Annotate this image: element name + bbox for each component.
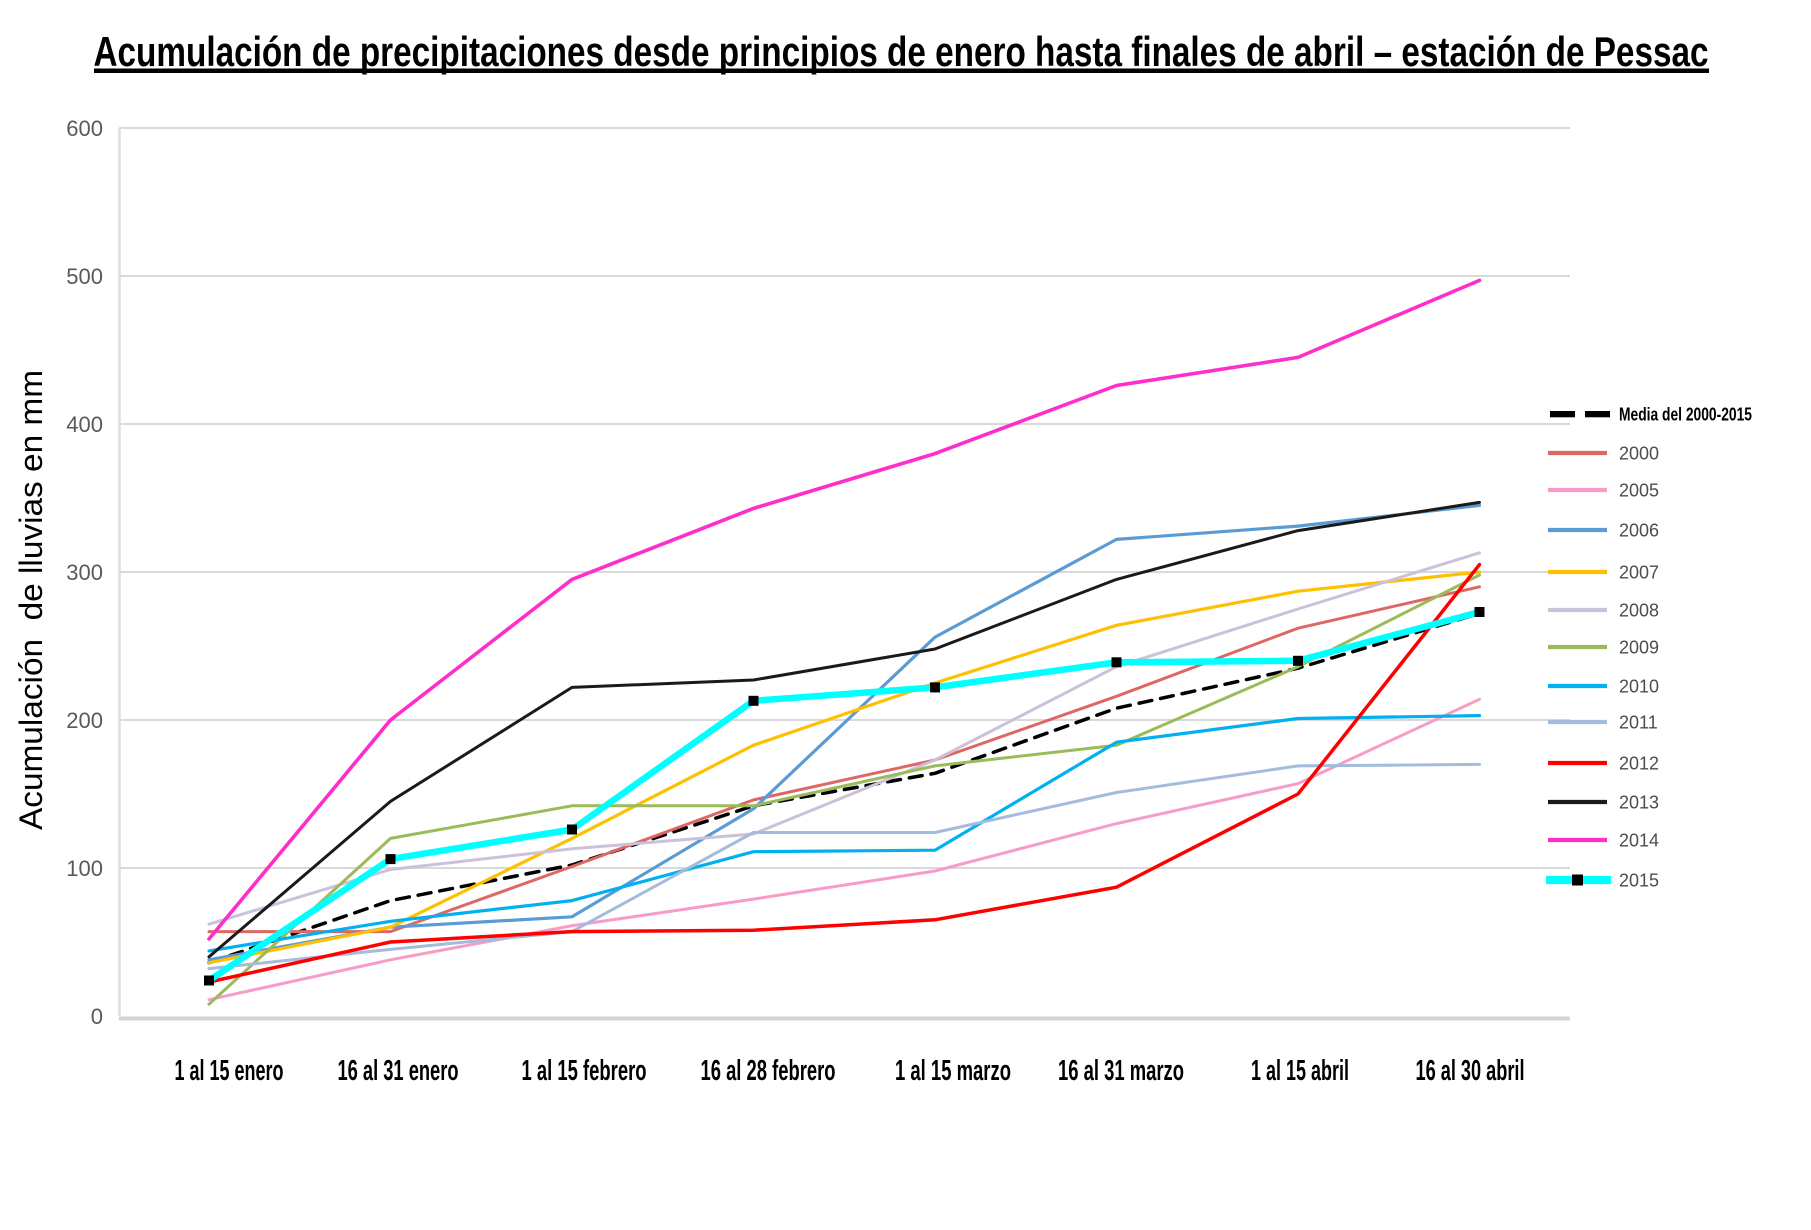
svg-text:2006: 2006	[1619, 521, 1659, 541]
svg-text:400: 400	[66, 412, 103, 437]
svg-text:0: 0	[91, 1004, 103, 1029]
svg-text:2000: 2000	[1619, 444, 1659, 464]
svg-text:2005: 2005	[1619, 481, 1659, 501]
svg-text:16 al 30 abril: 16 al 30 abril	[1416, 1055, 1525, 1087]
svg-text:1 al 15 abril: 1 al 15 abril	[1251, 1055, 1349, 1087]
svg-text:16 al 31 marzo: 16 al 31 marzo	[1058, 1055, 1184, 1087]
svg-text:2012: 2012	[1619, 754, 1659, 774]
svg-text:2008: 2008	[1619, 601, 1659, 621]
svg-text:1 al 15 enero: 1 al 15 enero	[175, 1055, 284, 1087]
svg-text:2011: 2011	[1619, 713, 1658, 733]
svg-text:300: 300	[66, 560, 103, 585]
svg-text:16 al 31 enero: 16 al 31 enero	[338, 1055, 459, 1087]
svg-text:Acumulación de precipitaciones: Acumulación de precipitaciones desde pri…	[94, 28, 1709, 75]
svg-text:16 al 28 febrero: 16 al 28 febrero	[701, 1055, 836, 1087]
svg-text:2009: 2009	[1619, 638, 1659, 658]
svg-text:Media del 2000-2015: Media del 2000-2015	[1619, 405, 1752, 425]
svg-text:2015: 2015	[1619, 871, 1659, 891]
svg-text:1 al 15 marzo: 1 al 15 marzo	[895, 1055, 1011, 1087]
svg-text:100: 100	[66, 856, 103, 881]
svg-text:2013: 2013	[1619, 793, 1659, 813]
svg-text:600: 600	[66, 116, 103, 141]
svg-text:500: 500	[66, 264, 103, 289]
svg-text:Acumulación de lluvias en mm: Acumulación de lluvias en mm	[13, 370, 49, 830]
svg-text:200: 200	[66, 708, 103, 733]
svg-text:2010: 2010	[1619, 677, 1659, 697]
svg-text:2014: 2014	[1619, 831, 1659, 851]
svg-text:2007: 2007	[1619, 563, 1659, 583]
svg-text:1 al 15 febrero: 1 al 15 febrero	[522, 1055, 647, 1087]
